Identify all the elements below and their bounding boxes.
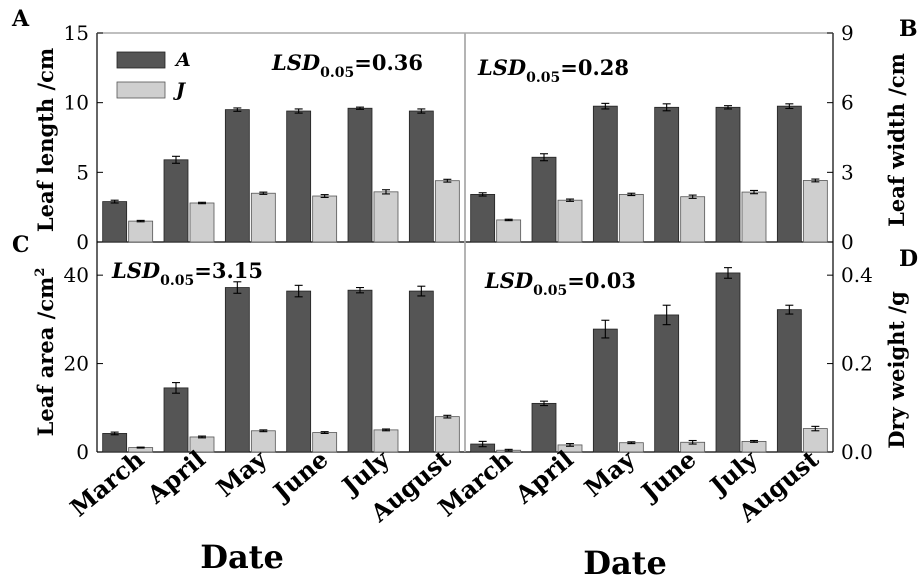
panel-d: 0.0 0.2 0.4 LSD0.05=0.03 — [464, 242, 873, 464]
ytick-label-a-3: 15 — [64, 21, 89, 45]
legend: A J — [116, 49, 191, 101]
bar-b-a-july — [715, 106, 741, 243]
bar-a-a-april — [163, 159, 189, 243]
xlabel-left: Date — [200, 538, 284, 576]
bar-a-j-april — [189, 202, 215, 243]
legend-swatch-a — [116, 51, 166, 69]
lsd-annotation-c: LSD0.05=3.15 — [111, 258, 263, 289]
ytick-label-b-3: 9 — [841, 21, 854, 45]
bar-b-a-august — [776, 105, 802, 243]
bar-b-j-april — [557, 199, 583, 243]
bar-a-j-august — [434, 180, 460, 243]
bar-a-a-may — [224, 109, 250, 243]
ytick-label-a-0: 0 — [76, 230, 89, 254]
panel-b: 0 3 6 9 LSD0.05=0.28 — [464, 21, 854, 254]
ylabel-d: Dry weight /g — [884, 291, 909, 449]
lsd-value-c: =3.15 — [194, 258, 263, 283]
bar-c-j-august — [434, 416, 460, 453]
bar-b-a-march — [470, 193, 496, 243]
ytick-label-c-1: 20 — [64, 352, 89, 376]
bar-a-j-march — [128, 220, 154, 243]
bar-c-a-july — [347, 289, 373, 453]
lsd-symbol-a: LSD — [271, 50, 321, 75]
ytick-label-d-2: 0.4 — [841, 263, 873, 287]
lsd-annotation-b: LSD0.05=0.28 — [477, 55, 629, 86]
bar-a-j-may — [250, 192, 276, 243]
lsd-annotation-a: LSD0.05=0.36 — [271, 50, 423, 81]
bar-a-a-august — [408, 110, 434, 243]
panel-letter-d: D — [899, 246, 918, 272]
bar-b-j-may — [618, 193, 644, 243]
ytick-label-a-1: 5 — [76, 160, 89, 184]
ytick-label-a-2: 10 — [64, 91, 89, 115]
xlabel-right: Date — [583, 544, 667, 581]
legend-swatch-j — [116, 81, 166, 99]
panel-letter-a: A — [11, 6, 30, 32]
bar-b-a-may — [592, 105, 618, 243]
ylabel-b: Leaf width /cm — [884, 53, 909, 227]
panel-letter-b: B — [899, 16, 918, 42]
category-label-d-april: April — [509, 444, 579, 509]
ytick-label-c-2: 40 — [64, 263, 89, 287]
bar-b-a-june — [654, 106, 680, 243]
bar-a-a-june — [286, 110, 312, 243]
bar-b-j-august — [802, 180, 828, 243]
panel-letter-c: C — [12, 232, 30, 258]
ytick-label-d-0: 0.0 — [841, 440, 873, 464]
bar-b-j-march — [496, 219, 522, 243]
bar-a-j-june — [312, 195, 338, 243]
bar-c-a-june — [286, 290, 312, 453]
bar-c-a-april — [163, 387, 189, 453]
lsd-symbol-d: LSD — [484, 268, 534, 293]
ytick-label-b-1: 3 — [841, 160, 854, 184]
bar-d-a-july — [715, 272, 741, 453]
bar-d-a-may — [592, 328, 618, 453]
lsd-value-d: =0.03 — [567, 268, 636, 293]
bar-a-a-march — [102, 201, 128, 243]
bar-b-j-june — [680, 196, 706, 243]
lsd-symbol-b: LSD — [477, 55, 527, 80]
lsd-annotation-d: LSD0.05=0.03 — [484, 268, 636, 299]
lsd-subscript-d: 0.05 — [533, 283, 567, 299]
lsd-value-a: =0.36 — [354, 50, 423, 75]
bar-d-a-april — [531, 402, 557, 453]
bar-b-j-july — [741, 191, 767, 243]
category-label-d-june: June — [634, 444, 701, 507]
bar-c-a-august — [408, 290, 434, 453]
category-label-c-june: June — [266, 444, 333, 507]
ytick-label-d-1: 0.2 — [841, 352, 873, 376]
lsd-symbol-c: LSD — [111, 258, 161, 283]
legend-label-a: A — [174, 49, 191, 71]
bar-a-j-july — [373, 191, 399, 243]
ylabel-a: Leaf length /cm — [33, 48, 58, 232]
lsd-subscript-c: 0.05 — [160, 273, 194, 289]
panel-a: 0 5 10 15 LSD0.05=0.36 — [64, 21, 466, 254]
lsd-subscript-b: 0.05 — [526, 70, 560, 86]
panel-c: 0 20 40 LSD0.05=3.15 — [64, 242, 466, 464]
ytick-label-c-0: 0 — [76, 440, 89, 464]
bar-c-a-may — [224, 287, 250, 453]
ytick-label-b-2: 6 — [841, 91, 854, 115]
ylabel-c-superscript: 2 — [33, 268, 48, 277]
bar-d-a-june — [654, 314, 680, 453]
bar-c-a-march — [102, 433, 128, 453]
lsd-value-b: =0.28 — [560, 55, 629, 80]
bar-b-a-april — [531, 156, 557, 243]
ytick-label-b-0: 0 — [841, 230, 854, 254]
bar-d-a-august — [776, 309, 802, 453]
category-label-c-april: April — [141, 444, 211, 509]
ylabel-c: Leaf area /cm2 — [33, 268, 58, 437]
lsd-subscript-a: 0.05 — [320, 65, 354, 81]
bar-a-a-july — [347, 107, 373, 243]
legend-label-j: J — [173, 79, 187, 101]
